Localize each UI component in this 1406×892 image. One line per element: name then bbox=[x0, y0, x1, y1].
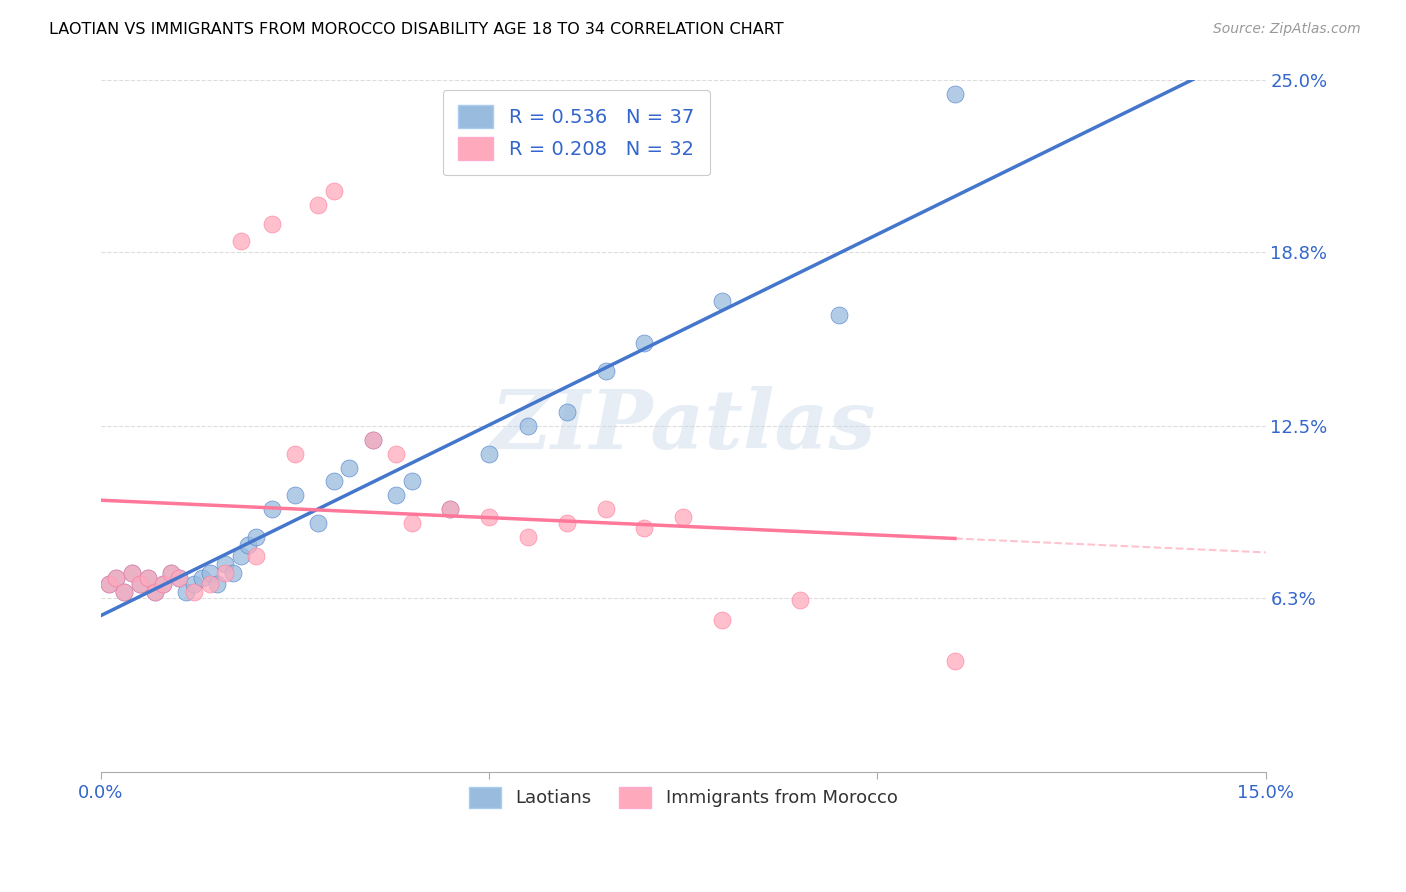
Point bbox=[633, 336, 655, 351]
Point bbox=[112, 585, 135, 599]
Point bbox=[322, 184, 344, 198]
Point bbox=[143, 585, 166, 599]
Point bbox=[97, 577, 120, 591]
Point bbox=[711, 294, 734, 309]
Point bbox=[245, 530, 267, 544]
Point bbox=[183, 585, 205, 599]
Point bbox=[229, 234, 252, 248]
Point bbox=[711, 613, 734, 627]
Point bbox=[385, 447, 408, 461]
Point bbox=[136, 571, 159, 585]
Point bbox=[322, 475, 344, 489]
Legend: Laotians, Immigrants from Morocco: Laotians, Immigrants from Morocco bbox=[461, 780, 905, 815]
Point bbox=[152, 577, 174, 591]
Point bbox=[260, 217, 283, 231]
Point bbox=[284, 447, 307, 461]
Point bbox=[478, 447, 501, 461]
Point bbox=[121, 566, 143, 580]
Point bbox=[672, 510, 695, 524]
Point bbox=[439, 502, 461, 516]
Point bbox=[385, 488, 408, 502]
Point bbox=[198, 566, 221, 580]
Text: Source: ZipAtlas.com: Source: ZipAtlas.com bbox=[1213, 22, 1361, 37]
Point bbox=[789, 593, 811, 607]
Point bbox=[595, 364, 617, 378]
Point bbox=[633, 521, 655, 535]
Point bbox=[143, 585, 166, 599]
Point bbox=[238, 538, 260, 552]
Point bbox=[339, 460, 361, 475]
Point bbox=[128, 577, 150, 591]
Point bbox=[214, 566, 236, 580]
Point bbox=[207, 577, 229, 591]
Point bbox=[595, 502, 617, 516]
Point bbox=[284, 488, 307, 502]
Point bbox=[191, 571, 214, 585]
Point bbox=[105, 571, 128, 585]
Point bbox=[176, 585, 198, 599]
Point bbox=[214, 558, 236, 572]
Point bbox=[136, 571, 159, 585]
Point bbox=[128, 577, 150, 591]
Point bbox=[827, 308, 849, 322]
Point bbox=[401, 475, 423, 489]
Point bbox=[160, 566, 183, 580]
Text: LAOTIAN VS IMMIGRANTS FROM MOROCCO DISABILITY AGE 18 TO 34 CORRELATION CHART: LAOTIAN VS IMMIGRANTS FROM MOROCCO DISAB… bbox=[49, 22, 783, 37]
Point bbox=[198, 577, 221, 591]
Point bbox=[160, 566, 183, 580]
Point bbox=[361, 433, 384, 447]
Point bbox=[183, 577, 205, 591]
Point bbox=[105, 571, 128, 585]
Point bbox=[307, 197, 329, 211]
Text: ZIPatlas: ZIPatlas bbox=[491, 386, 876, 466]
Point bbox=[478, 510, 501, 524]
Point bbox=[943, 654, 966, 668]
Point bbox=[361, 433, 384, 447]
Point bbox=[260, 502, 283, 516]
Point bbox=[555, 405, 578, 419]
Point bbox=[167, 571, 190, 585]
Point bbox=[167, 571, 190, 585]
Point bbox=[152, 577, 174, 591]
Point bbox=[517, 530, 540, 544]
Point bbox=[555, 516, 578, 530]
Point bbox=[307, 516, 329, 530]
Point bbox=[121, 566, 143, 580]
Point bbox=[222, 566, 245, 580]
Point bbox=[439, 502, 461, 516]
Point bbox=[401, 516, 423, 530]
Point bbox=[245, 549, 267, 563]
Point bbox=[229, 549, 252, 563]
Point bbox=[112, 585, 135, 599]
Point bbox=[943, 87, 966, 101]
Point bbox=[97, 577, 120, 591]
Point bbox=[517, 419, 540, 434]
